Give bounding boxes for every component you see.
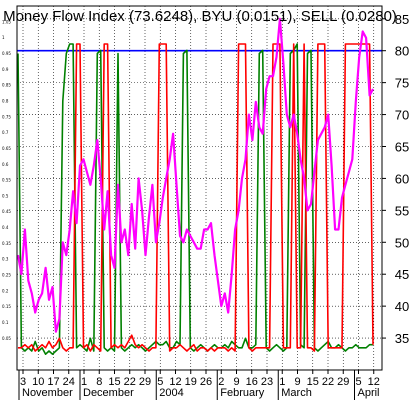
left-tick-label: 1.05 bbox=[2, 19, 11, 24]
x-tick-label: 15 bbox=[307, 376, 319, 388]
month-label: 2004 bbox=[159, 387, 183, 399]
right-tick-label: 50 bbox=[395, 235, 409, 250]
x-tick-label: 24 bbox=[63, 376, 75, 388]
x-tick-label: 22 bbox=[322, 376, 334, 388]
month-label: March bbox=[281, 387, 312, 399]
x-tick-label: 16 bbox=[246, 376, 258, 388]
x-tick-label: 29 bbox=[139, 376, 151, 388]
right-tick-label: 70 bbox=[395, 108, 409, 123]
x-tick-label: 1 bbox=[81, 376, 87, 388]
month-label: February bbox=[220, 387, 265, 399]
left-tick-label: 0.35 bbox=[2, 241, 11, 246]
left-tick-label: 0.2 bbox=[2, 288, 9, 293]
series-line-sell bbox=[18, 43, 374, 352]
x-tick-label: 5 bbox=[355, 376, 361, 388]
right-axis-ticks: 35 40 45 50 55 60 65 70 75 80 85 bbox=[382, 12, 409, 346]
x-tick-label: 2 bbox=[218, 376, 224, 388]
x-tick-label: 12 bbox=[368, 376, 380, 388]
x-tick-label: 19 bbox=[185, 376, 197, 388]
left-tick-label: 0.45 bbox=[2, 209, 11, 214]
x-tick-label: 9 bbox=[233, 376, 239, 388]
left-tick-label: 0.8 bbox=[2, 98, 9, 103]
right-tick-label: 85 bbox=[395, 12, 409, 27]
left-tick-label: 0.65 bbox=[2, 146, 11, 151]
chart-title: Money Flow Index (73.6248), BYU (0.0151)… bbox=[3, 8, 397, 25]
right-tick-label: 40 bbox=[395, 299, 409, 314]
left-tick-label: 0.25 bbox=[2, 273, 11, 278]
series-sell bbox=[17, 43, 374, 352]
month-label: November bbox=[22, 387, 73, 399]
x-tick-label: 8 bbox=[96, 376, 102, 388]
left-tick-label: 0.75 bbox=[2, 114, 11, 119]
left-tick-label: 0.4 bbox=[2, 225, 9, 230]
x-axis-ticks: 3 10 17 24 1 8 15 22 29 5 12 19 26 2 9 16 23 1 9 15 22 29 5 12 bbox=[20, 370, 380, 388]
left-tick-label: 0.15 bbox=[2, 304, 11, 309]
right-tick-label: 80 bbox=[395, 44, 409, 59]
right-tick-label: 35 bbox=[395, 331, 409, 346]
right-tick-label: 55 bbox=[395, 203, 409, 218]
x-tick-label: 29 bbox=[337, 376, 349, 388]
left-tick-label: 0.55 bbox=[2, 178, 11, 183]
series-line-mfi bbox=[16, 17, 374, 333]
right-tick-label: 65 bbox=[395, 139, 409, 154]
left-tick-label: 0.7 bbox=[2, 130, 9, 135]
x-tick-label: 17 bbox=[47, 376, 59, 388]
right-tick-label: 45 bbox=[395, 267, 409, 282]
series-mfi bbox=[16, 17, 374, 333]
left-tick-label: 0.95 bbox=[2, 51, 11, 56]
month-label: December bbox=[83, 387, 134, 399]
x-tick-label: 3 bbox=[20, 376, 26, 388]
left-tick-label: 0.85 bbox=[2, 83, 11, 88]
x-tick-label: 15 bbox=[108, 376, 120, 388]
x-tick-label: 1 bbox=[279, 376, 285, 388]
left-tick-label: 0.1 bbox=[2, 320, 9, 325]
month-label: April bbox=[358, 387, 380, 399]
x-tick-label: 9 bbox=[294, 376, 300, 388]
x-tick-label: 5 bbox=[157, 376, 163, 388]
left-tick-label: 0.05 bbox=[2, 336, 11, 341]
x-tick-label: 22 bbox=[124, 376, 136, 388]
x-tick-label: 23 bbox=[261, 376, 273, 388]
x-tick-label: 26 bbox=[200, 376, 212, 388]
series-layer bbox=[16, 17, 382, 356]
x-tick-label: 12 bbox=[169, 376, 181, 388]
left-tick-label: 0.9 bbox=[2, 67, 9, 72]
left-axis-ticks: 0.05 0.1 0.15 0.2 0.25 0.3 0.35 0.4 0.45 0.5 0.55 0… bbox=[2, 19, 11, 341]
x-tick-label: 10 bbox=[32, 376, 44, 388]
right-tick-label: 60 bbox=[395, 171, 409, 186]
left-tick-label: 0.5 bbox=[2, 193, 9, 198]
plot-frame bbox=[16, 5, 383, 371]
left-tick-label: 1 bbox=[2, 35, 5, 40]
month-labels: November December 2004 February March April bbox=[18, 370, 380, 400]
left-tick-label: 0.3 bbox=[2, 257, 9, 262]
right-tick-label: 75 bbox=[395, 76, 409, 91]
left-tick-label: 0.6 bbox=[2, 162, 9, 167]
